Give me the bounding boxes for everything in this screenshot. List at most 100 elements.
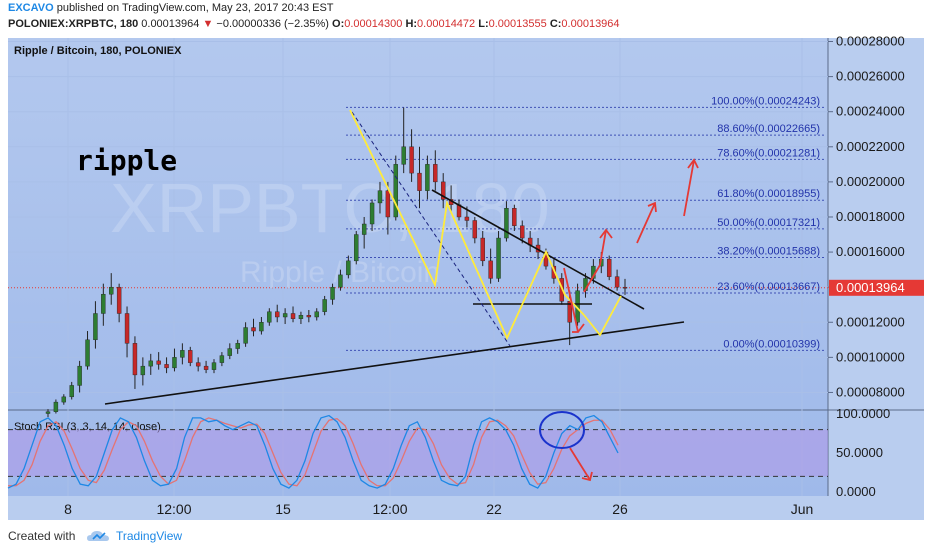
support-trendline xyxy=(104,321,685,405)
candle-body xyxy=(298,315,304,319)
footer: Created with TradingView xyxy=(0,522,932,550)
stoch-rsi-pane: 100.0000 50.0000 0.0000 xyxy=(7,406,890,499)
y-tick-label: 0.00028000 xyxy=(836,34,905,49)
down-arrow-head xyxy=(581,471,593,482)
open-value: 0.00014300 xyxy=(344,18,403,30)
trend-drawings[interactable] xyxy=(104,109,699,405)
y-tick-label: 0.00018000 xyxy=(836,209,905,224)
candle-body xyxy=(488,260,493,279)
candle-body xyxy=(409,146,414,174)
fib-level-label: 38.20%(0.00015688) xyxy=(717,246,820,258)
candle-body xyxy=(472,220,478,239)
candle-body xyxy=(290,313,296,319)
overbought-oversold-band xyxy=(8,429,828,477)
fib-level-label: 50.00%(0.00017321) xyxy=(717,217,820,229)
x-tick-label: Jun xyxy=(791,501,814,517)
y-tick-label: 0.00012000 xyxy=(836,314,905,329)
y-axis-background xyxy=(828,38,924,496)
arrow-head xyxy=(572,323,585,333)
candle-body xyxy=(322,299,327,312)
candle-body xyxy=(259,322,264,332)
y-tick-label: 0.00010000 xyxy=(836,349,905,364)
x-tick-label: 22 xyxy=(486,501,502,517)
x-tick-label: 15 xyxy=(275,501,291,517)
y-tick-label: 0.00026000 xyxy=(836,69,905,84)
open-label: O: xyxy=(332,18,345,30)
projection-arrow xyxy=(583,229,607,293)
candle-body xyxy=(425,164,430,191)
current-price-tag xyxy=(829,279,924,296)
candle-body xyxy=(93,313,98,341)
candle-body xyxy=(385,190,391,218)
low-value: 0.00013555 xyxy=(488,18,547,30)
candle-body xyxy=(203,365,209,370)
fib-level-label: 78.60%(0.00021281) xyxy=(717,147,820,159)
high-label: H: xyxy=(405,18,418,30)
arrow-head xyxy=(599,228,613,239)
candle-body xyxy=(606,258,612,277)
y-tick-label: 0.00024000 xyxy=(836,104,905,119)
symbol-label: POLONIEX:XRPBTC, 180 xyxy=(8,18,139,30)
ripple-annotation: ripple xyxy=(76,144,177,177)
fib-level-label: 0.00%(0.00010399) xyxy=(723,338,820,350)
candle-body xyxy=(433,164,438,183)
candle-body xyxy=(164,364,169,369)
x-axis-background xyxy=(8,496,924,520)
candle-body xyxy=(377,190,383,204)
chart-title: Ripple / Bitcoin, 180, POLONIEX xyxy=(14,45,182,57)
candle-body xyxy=(53,401,59,412)
publish-header: EXCAVO published on TradingView.com, May… xyxy=(0,0,932,36)
indicator-tick-label: 0.0000 xyxy=(836,484,876,499)
candle-body xyxy=(520,225,525,239)
candle-body xyxy=(235,343,240,349)
stoch-k-line xyxy=(7,414,619,489)
x-tick-label: 8 xyxy=(64,501,72,517)
candle-body xyxy=(464,216,470,221)
candle-body xyxy=(77,365,82,386)
fibonacci-retracement[interactable]: 100.00%(0.00024243) 88.60%(0.00022665) 78.… xyxy=(346,95,826,351)
candle-body xyxy=(124,313,130,344)
fib-level-label: 61.80%(0.00018955) xyxy=(717,188,820,200)
x-tick-label: 12:00 xyxy=(372,501,407,517)
candle-body xyxy=(219,355,225,363)
candle-body xyxy=(132,343,138,376)
candle-body xyxy=(267,311,272,323)
tradingview-cloud-icon xyxy=(87,531,109,541)
high-value: 0.00014472 xyxy=(417,18,476,30)
overbought-circle xyxy=(539,411,585,449)
candle-body xyxy=(282,313,288,318)
candle-body xyxy=(369,202,375,225)
chart-background xyxy=(8,38,828,496)
candle-body xyxy=(109,286,114,295)
projection-arrow xyxy=(683,159,695,217)
low-label: L: xyxy=(478,18,489,30)
candle-body xyxy=(346,260,351,276)
candle-body xyxy=(614,276,620,288)
candle-body xyxy=(148,360,153,367)
candle-body xyxy=(417,172,422,191)
candle-body xyxy=(338,274,343,288)
fib-level-label: 23.60%(0.00013667) xyxy=(717,281,820,293)
close-value: 0.00013964 xyxy=(561,18,620,30)
tradingview-brand[interactable]: TradingView xyxy=(116,529,183,543)
close-label: C: xyxy=(549,18,562,30)
y-axis-ticks: 0.00028000 0.00026000 0.00024000 0.00022000… xyxy=(828,34,924,399)
change-value: −0.00000336 (−2.35%) xyxy=(216,18,329,30)
candle-body xyxy=(496,237,501,279)
created-with-label: Created with xyxy=(8,529,76,543)
y-tick-label: 0.00020000 xyxy=(836,174,905,189)
channel-line xyxy=(351,111,511,347)
candle-body xyxy=(330,286,335,300)
current-price-label: 0.00013964 xyxy=(836,280,905,295)
change-arrow: ▼ xyxy=(202,18,214,30)
candle-body xyxy=(393,164,398,218)
indicator-tick-label: 50.0000 xyxy=(836,445,883,460)
candle-body xyxy=(361,223,367,235)
candle-body xyxy=(306,315,312,318)
candle-body xyxy=(314,311,319,318)
author-name[interactable]: EXCAVO xyxy=(8,2,54,14)
candle-body xyxy=(504,208,509,239)
candle-body xyxy=(227,348,232,356)
candle-body xyxy=(480,237,485,262)
